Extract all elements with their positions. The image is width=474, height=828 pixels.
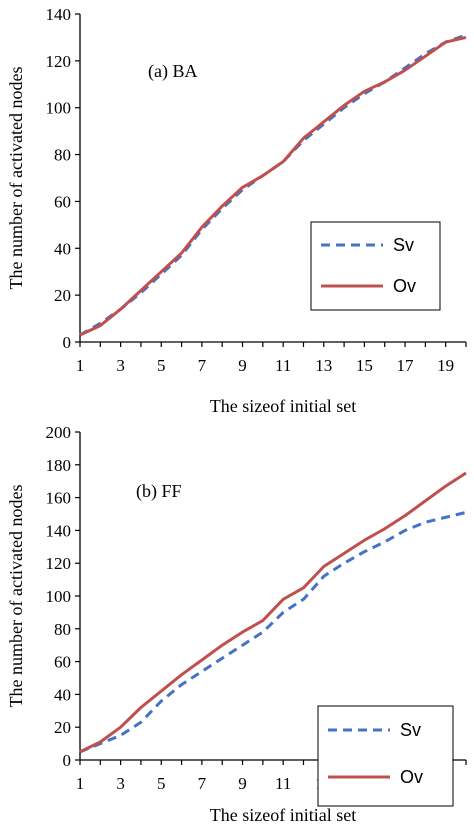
x-tick-label: 17 xyxy=(397,356,415,375)
legend-label-ov: Ov xyxy=(393,276,416,296)
x-tick-label: 11 xyxy=(275,774,291,793)
y-tick-label: 0 xyxy=(63,333,72,352)
y-tick-label: 0 xyxy=(63,751,72,770)
y-tick-label: 80 xyxy=(54,146,71,165)
x-tick-label: 1 xyxy=(76,774,85,793)
x-tick-label: 11 xyxy=(275,356,291,375)
y-tick-label: 40 xyxy=(54,685,71,704)
y-axis-title: The number of activated nodes xyxy=(6,67,26,290)
y-tick-label: 140 xyxy=(46,5,72,24)
y-tick-label: 80 xyxy=(54,620,71,639)
x-tick-label: 19 xyxy=(437,356,454,375)
y-tick-label: 20 xyxy=(54,718,71,737)
series-line-ov xyxy=(79,471,467,754)
x-tick-label: 9 xyxy=(238,356,247,375)
legend: Sv Ov xyxy=(310,221,441,311)
x-tick-label: 1 xyxy=(76,356,85,375)
x-tick-label: 7 xyxy=(198,774,207,793)
legend-box xyxy=(310,221,441,311)
y-tick-label: 60 xyxy=(54,192,71,211)
series-line-ov xyxy=(79,35,467,337)
y-tick-label: 60 xyxy=(54,653,71,672)
legend-box xyxy=(317,705,454,807)
legend-label-ov: Ov xyxy=(400,767,423,787)
x-tick-label: 15 xyxy=(356,356,373,375)
x-tick-label: 9 xyxy=(238,774,247,793)
panel-title: (b) FF xyxy=(136,481,182,502)
x-tick-label: 13 xyxy=(315,356,332,375)
legend-label-sv: Sv xyxy=(400,720,421,740)
x-axis-title: The sizeof initial set xyxy=(210,805,356,825)
y-tick-label: 200 xyxy=(46,423,72,442)
y-tick-label: 100 xyxy=(46,99,72,118)
y-tick-label: 140 xyxy=(46,521,72,540)
y-tick-label: 120 xyxy=(46,554,72,573)
y-tick-label: 40 xyxy=(54,239,71,258)
y-tick-label: 120 xyxy=(46,52,72,71)
x-tick-label: 7 xyxy=(198,356,207,375)
panel-title: (a) BA xyxy=(148,61,197,82)
x-tick-label: 5 xyxy=(157,356,166,375)
y-tick-label: 180 xyxy=(46,456,72,475)
legend-label-sv: Sv xyxy=(393,235,414,255)
y-tick-label: 20 xyxy=(54,286,71,305)
y-tick-label: 160 xyxy=(46,489,72,508)
x-axis-title: The sizeof initial set xyxy=(210,396,356,416)
x-tick-label: 3 xyxy=(116,356,125,375)
y-axis-title: The number of activated nodes xyxy=(6,485,26,708)
x-tick-label: 3 xyxy=(116,774,125,793)
x-tick-label: 5 xyxy=(157,774,166,793)
y-tick-label: 100 xyxy=(46,587,72,606)
legend: Sv Ov xyxy=(317,705,454,807)
series-line-sv xyxy=(79,510,467,754)
chart-panel-ff: 0204060801001201401601802001357911131517… xyxy=(6,423,467,825)
